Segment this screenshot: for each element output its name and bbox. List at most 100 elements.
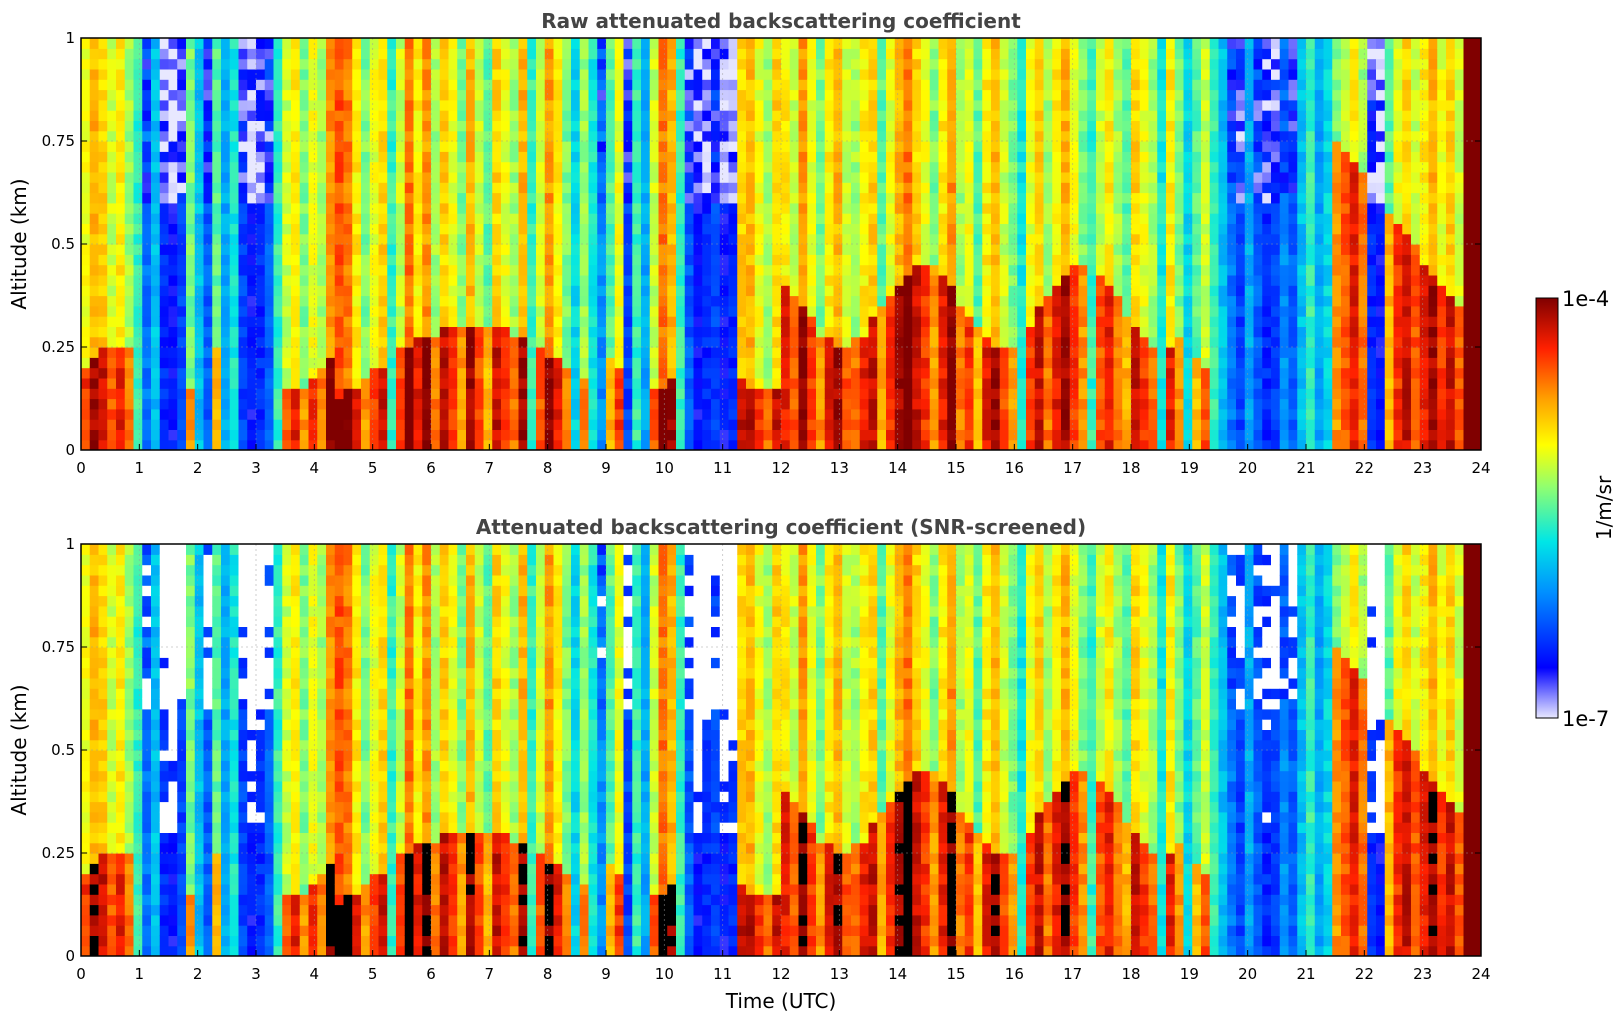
heatmap-cell (597, 202, 607, 214)
heatmap-cell (746, 388, 756, 400)
heatmap-cell (527, 316, 537, 327)
heatmap-cell (168, 79, 178, 91)
heatmap-cell (369, 233, 380, 245)
heatmap-cell (746, 89, 756, 101)
heatmap-cell (396, 223, 406, 235)
heatmap-cell (203, 38, 213, 49)
heatmap-cell (789, 182, 800, 194)
heatmap-cell (973, 336, 983, 348)
heatmap-cell (632, 182, 642, 194)
heatmap-cell (422, 38, 432, 49)
heatmap-cell (833, 68, 843, 80)
heatmap-cell (291, 295, 301, 307)
heatmap-cell (308, 79, 318, 91)
heatmap-cell (886, 439, 896, 450)
heatmap-cell (921, 48, 931, 60)
heatmap-cell (658, 244, 668, 255)
heatmap-cell (929, 99, 940, 111)
heatmap-cell (1043, 285, 1053, 297)
heatmap-cell (877, 295, 887, 307)
heatmap-cell (816, 171, 826, 183)
heatmap-cell (938, 429, 948, 441)
heatmap-cell (203, 130, 213, 142)
heatmap-cell (308, 429, 318, 441)
heatmap-cell (212, 79, 222, 91)
heatmap-cell (1061, 38, 1071, 49)
heatmap-cell (448, 439, 458, 450)
heatmap-cell (886, 130, 896, 142)
heatmap-cell (326, 202, 336, 214)
heatmap-cell (1157, 367, 1167, 379)
heatmap-cell (859, 182, 870, 194)
heatmap-cell (641, 254, 651, 266)
heatmap-cell (256, 161, 266, 173)
heatmap-cell (614, 244, 625, 255)
heatmap-cell (186, 223, 196, 235)
heatmap-cell (641, 336, 651, 348)
heatmap-cell (317, 68, 327, 80)
heatmap-cell (1087, 99, 1097, 111)
heatmap-cell (1113, 316, 1123, 327)
heatmap-cell (947, 89, 957, 101)
heatmap-cell (903, 264, 913, 276)
heatmap-cell (658, 316, 668, 327)
heatmap-cell (597, 213, 607, 224)
heatmap-cell (956, 305, 966, 317)
heatmap-cell (273, 151, 283, 163)
heatmap-cell (903, 419, 913, 430)
heatmap-cell (798, 68, 808, 80)
heatmap-cell (964, 233, 975, 245)
heatmap-cell (203, 408, 213, 420)
heatmap-cell (1096, 151, 1106, 163)
heatmap-cell (544, 274, 555, 286)
heatmap-cell (1139, 192, 1150, 204)
heatmap-cell (1061, 295, 1071, 307)
heatmap-cell (1069, 274, 1080, 286)
heatmap-cell (413, 182, 423, 194)
heatmap-cell (387, 254, 397, 266)
heatmap-cell (221, 285, 231, 297)
panel-raw: Raw attenuated backscattering coefficien… (7, 9, 1491, 477)
heatmap-cell (299, 89, 310, 101)
heatmap-cell (361, 419, 371, 430)
heatmap-cell (264, 161, 275, 173)
heatmap-cell (343, 429, 353, 441)
heatmap-cell (737, 68, 747, 80)
heatmap-cell (536, 192, 546, 204)
heatmap-cell (194, 377, 205, 389)
heatmap-cell (1166, 408, 1176, 420)
heatmap-cell (894, 48, 905, 60)
heatmap-cell (702, 326, 712, 338)
heatmap-cell (317, 110, 327, 121)
heatmap-cell (142, 429, 152, 441)
heatmap-cell (352, 398, 362, 410)
heatmap-cell (361, 347, 371, 358)
heatmap-cell (789, 202, 800, 214)
heatmap-cell (247, 347, 257, 358)
heatmap-cell (413, 130, 423, 142)
heatmap-cell (579, 130, 590, 142)
heatmap-cell (326, 171, 336, 183)
heatmap-cell (868, 213, 878, 224)
heatmap-cell (1122, 120, 1132, 132)
heatmap-cell (238, 202, 248, 214)
heatmap-cell (282, 305, 292, 317)
heatmap-cell (343, 347, 353, 358)
heatmap-cell (606, 89, 616, 101)
heatmap-cell (824, 305, 835, 317)
heatmap-cell (1026, 285, 1036, 297)
heatmap-cell (1052, 305, 1062, 317)
heatmap-cell (396, 398, 406, 410)
heatmap-cell (1148, 377, 1158, 389)
heatmap-cell (413, 336, 423, 348)
heatmap-cell (623, 244, 633, 255)
heatmap-cell (107, 254, 117, 266)
heatmap-cell (1061, 89, 1071, 101)
heatmap-cell (816, 398, 826, 410)
heatmap-cell (711, 110, 721, 121)
heatmap-cell (789, 89, 800, 101)
heatmap-cell (422, 264, 432, 276)
heatmap-cell (107, 429, 117, 441)
heatmap-cell (124, 48, 135, 60)
heatmap-cell (273, 161, 283, 173)
